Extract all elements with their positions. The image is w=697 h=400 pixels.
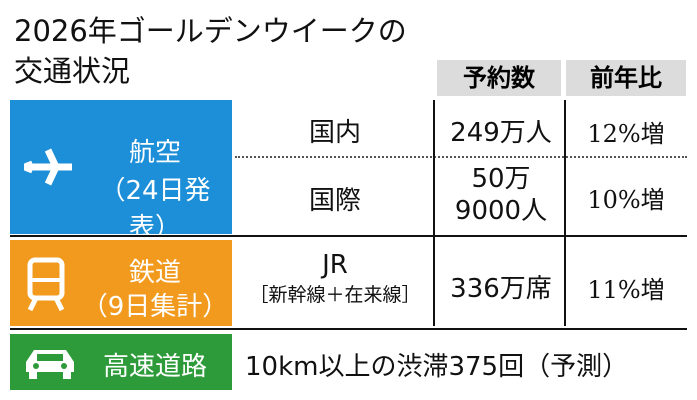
rail-box: 鉄道 （9日集計） (10, 240, 232, 326)
divider (235, 156, 687, 158)
reservations-line: 50万 (471, 164, 531, 194)
divider (10, 235, 687, 237)
column-header: 予約数 (437, 60, 561, 96)
title-line: 交通状況 (14, 54, 131, 88)
change: 10%増 (587, 186, 665, 214)
row-name-line: ［新幹線＋在来線］ (249, 284, 421, 306)
reservations: 249万人 (450, 118, 552, 148)
row-name-line: JR (322, 250, 348, 280)
section-note: （24日発表） (99, 176, 211, 243)
train-icon (27, 257, 65, 312)
reservations: 336万席 (450, 274, 552, 304)
section-note: （9日集計） (81, 292, 229, 322)
reservations: 50万 9000人 (437, 163, 565, 227)
air-box: 航空 （24日発表） (10, 100, 232, 243)
section-label: 航空 (128, 138, 181, 168)
section-label: 高速道路 (102, 352, 207, 382)
column-rule (564, 100, 566, 326)
car-icon (26, 350, 74, 379)
plane-icon (24, 148, 72, 186)
change: 12%増 (587, 120, 665, 148)
row-name: JR ［新幹線＋在来線］ (235, 250, 435, 307)
column-header: 前年比 (566, 60, 686, 96)
highway-text: 10km以上の渋滞375回（予測） (245, 352, 629, 382)
row-name: 国内 (308, 118, 361, 148)
reservations-line: 9000人 (454, 196, 548, 226)
change: 11%増 (587, 276, 665, 304)
divider (10, 328, 687, 330)
section-label: 鉄道 (128, 258, 181, 288)
title-line: 2026年ゴールデンウイークの (14, 14, 407, 48)
column-rule (433, 100, 435, 326)
highway-box: 高速道路 (10, 334, 232, 390)
row-name: 国際 (308, 186, 361, 216)
